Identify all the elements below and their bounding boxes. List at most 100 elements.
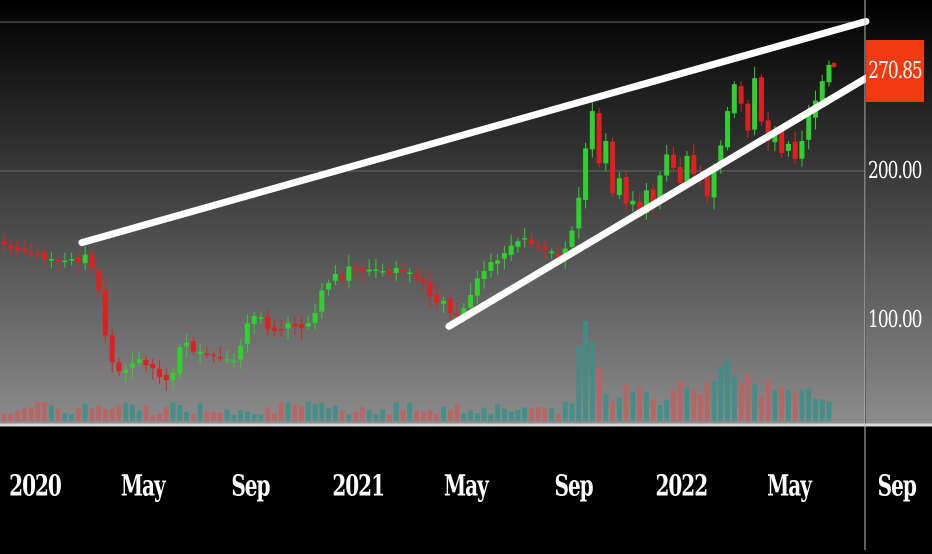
volume-bar [89, 408, 95, 421]
volume-bar [28, 407, 34, 421]
candle-body [305, 323, 311, 327]
candle-body [495, 260, 501, 264]
candle-body [725, 111, 731, 148]
candle-body [386, 270, 392, 274]
candle-body [806, 115, 812, 140]
volume-bar [123, 402, 129, 421]
plot-background [0, 0, 865, 425]
candle-body [326, 282, 332, 290]
volume-bar [610, 401, 616, 421]
candle-body [556, 253, 562, 260]
candle-body [373, 269, 379, 272]
candle-body [102, 289, 108, 336]
volume-bar [589, 341, 595, 421]
candle-body [461, 308, 467, 315]
volume-bar [637, 386, 643, 421]
candle-body [143, 359, 149, 366]
volume-bar [718, 366, 724, 421]
volume-bar [299, 406, 305, 421]
volume-bar [150, 414, 156, 421]
candle-body [420, 279, 426, 283]
candle-body [603, 140, 609, 164]
volume-bar [752, 384, 758, 421]
volume-bar [48, 405, 54, 421]
time-tick-label: 2022 [655, 468, 708, 503]
volume-bar [785, 389, 791, 421]
volume-bar [583, 321, 589, 421]
candle-body [170, 372, 176, 381]
candle-body [292, 323, 298, 327]
candle-body [508, 245, 514, 255]
candle-body [42, 252, 48, 260]
time-tick-label: Sep [877, 468, 917, 503]
candle-body [528, 240, 534, 245]
volume-bar [515, 410, 521, 421]
candle-body [190, 341, 196, 352]
volume-bar [501, 408, 507, 421]
candle-body [596, 113, 602, 164]
volume-bar [731, 376, 737, 421]
trendlines[interactable] [78, 17, 870, 330]
candle-body [69, 259, 75, 261]
volume-bar [420, 411, 426, 421]
volume-bar [21, 408, 27, 421]
candlesticks [1, 60, 837, 391]
candle-body [758, 77, 764, 122]
candle-body [271, 327, 277, 331]
volume-bar [353, 411, 359, 421]
last-price-label: 270.85 [868, 57, 922, 85]
volume-bar [143, 405, 149, 421]
candle-body [447, 298, 453, 313]
time-tick-label: 2020 [9, 468, 62, 503]
volume-bar [799, 390, 805, 421]
candle-body [468, 294, 474, 308]
candle-body [501, 253, 507, 259]
volume-bar [657, 405, 663, 421]
volume-bar [109, 408, 115, 421]
candle-body [481, 271, 487, 279]
volume-bar [177, 405, 183, 421]
candle-body [610, 141, 616, 194]
candle-body [657, 175, 663, 203]
candle-body [62, 260, 68, 263]
candle-body [177, 347, 183, 374]
candle-body [454, 314, 460, 316]
candle-body [163, 374, 169, 381]
upper-channel-trendline [78, 17, 870, 247]
volume-bar [285, 402, 291, 421]
volume-bar [326, 408, 332, 421]
candle-body [116, 362, 122, 372]
volume-bar [704, 381, 710, 421]
volume-bar [129, 404, 135, 421]
time-tick-label: Sep [231, 468, 270, 503]
volume-bar [8, 413, 14, 421]
candle-body [535, 244, 541, 247]
volume-bar [468, 410, 474, 421]
volume-bar [488, 413, 494, 421]
volume-bar [35, 401, 41, 421]
volume-bar [603, 394, 609, 421]
time-tick-label: May [444, 468, 489, 503]
candle-body [569, 230, 575, 247]
candle-body [488, 262, 494, 271]
candle-body [515, 241, 521, 247]
candle-body [353, 267, 359, 270]
volume-bar [738, 383, 744, 421]
volume-bar [251, 413, 257, 421]
candle-body [197, 351, 203, 354]
volume-bar [812, 398, 818, 421]
candle-body [691, 155, 697, 174]
candle-body [684, 155, 690, 181]
candle-body [589, 111, 595, 150]
volume-bar [772, 390, 778, 421]
candle-body [258, 317, 264, 319]
time-tick-label: May [120, 468, 166, 503]
volume-bar [62, 412, 68, 421]
candle-body [637, 201, 643, 212]
candle-body [623, 176, 629, 204]
candle-body [474, 278, 480, 296]
candle-body [55, 260, 61, 262]
volume-bar [414, 410, 419, 421]
volume-bar [819, 399, 825, 421]
